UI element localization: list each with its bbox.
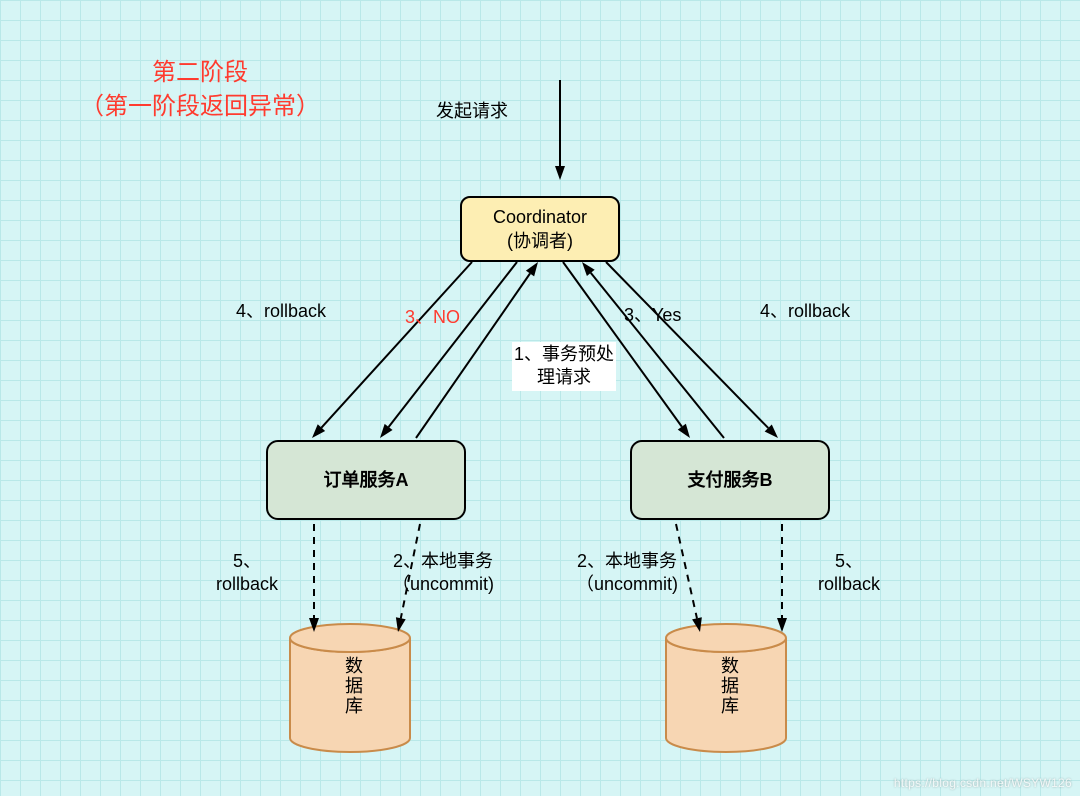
diagram-canvas: 第二阶段 （第一阶段返回异常） Coordinator (协调者) 订单服务A … bbox=[0, 0, 1080, 796]
edge-label-preprocess: 1、事务预处 理请求 bbox=[512, 342, 616, 391]
coordinator-node: Coordinator (协调者) bbox=[460, 196, 620, 262]
service-a-label: 订单服务A bbox=[324, 468, 409, 492]
service-b-label: 支付服务B bbox=[688, 468, 773, 492]
database-a-label: 数据库 bbox=[340, 656, 366, 716]
database-b-label: 数据库 bbox=[716, 656, 742, 716]
edge-label-rb_left: 4、rollback bbox=[236, 300, 326, 323]
phase-title: 第二阶段 （第一阶段返回异常） bbox=[80, 56, 320, 123]
service-b-node: 支付服务B bbox=[630, 440, 830, 520]
service-a-node: 订单服务A bbox=[266, 440, 466, 520]
edge-label-start: 发起请求 bbox=[436, 100, 508, 123]
edge-label-yes: 3、Yes bbox=[624, 304, 681, 327]
coordinator-label-2: (协调者) bbox=[507, 231, 573, 251]
edge-label-no: 3、NO bbox=[405, 306, 460, 329]
edge-label-two_left: 2、本地事务 （uncommit) bbox=[392, 550, 494, 597]
coordinator-label-1: Coordinator bbox=[493, 207, 587, 227]
edge-label-five_right: 5、 rollback bbox=[818, 550, 880, 597]
edge-label-five_left: 5、 rollback bbox=[216, 550, 278, 597]
edge-label-two_right: 2、本地事务 （uncommit) bbox=[576, 550, 678, 597]
edge-label-rb_right: 4、rollback bbox=[760, 300, 850, 323]
